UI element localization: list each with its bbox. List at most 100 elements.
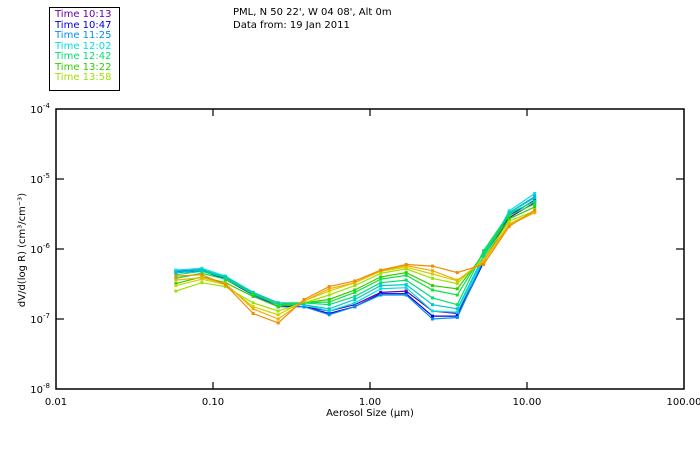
data-point <box>533 196 537 200</box>
data-point <box>251 312 255 315</box>
data-point <box>353 301 357 305</box>
data-point <box>200 266 204 270</box>
y-tick-label: 10-7 <box>30 312 50 326</box>
data-point <box>174 271 178 275</box>
data-point <box>455 316 459 319</box>
data-point <box>251 292 255 296</box>
data-point <box>482 260 486 264</box>
data-point <box>482 250 486 254</box>
data-point <box>379 287 383 291</box>
data-point <box>533 202 537 206</box>
data-point <box>302 303 306 307</box>
data-point <box>302 305 306 309</box>
data-point <box>174 278 178 282</box>
data-point <box>327 309 331 313</box>
data-point <box>533 211 537 215</box>
data-point <box>276 305 280 309</box>
data-point <box>223 277 227 281</box>
legend-item: Time 13:22 <box>55 61 112 73</box>
data-point <box>507 214 511 218</box>
data-point <box>404 286 408 290</box>
data-point <box>174 274 178 278</box>
data-point <box>174 284 178 288</box>
data-point <box>276 303 280 307</box>
x-tick-label: 0.01 <box>45 397 67 408</box>
x-tick-label: 1.00 <box>359 397 381 408</box>
data-point <box>379 268 383 272</box>
data-point <box>174 289 178 293</box>
data-point <box>455 278 459 282</box>
x-axis: 0.01 0.10 1.00 10.00 100.00 <box>45 109 700 408</box>
data-point <box>276 321 280 325</box>
y-tick-label: 10-8 <box>30 382 50 396</box>
data-point <box>482 256 486 260</box>
legend-item: Time 10:47 <box>55 19 112 31</box>
data-point <box>302 299 306 303</box>
data-point <box>327 313 331 317</box>
legend-item: Time 12:02 <box>55 40 112 52</box>
data-point <box>404 283 408 287</box>
data-point <box>174 268 178 272</box>
data-point <box>482 254 486 258</box>
data-point <box>455 282 459 286</box>
y-tick-label: 10-5 <box>30 172 50 186</box>
data-point <box>379 271 383 275</box>
data-point <box>431 276 434 280</box>
data-point <box>533 208 537 212</box>
data-point <box>455 310 459 314</box>
data-point <box>507 209 511 213</box>
data-point <box>507 219 511 223</box>
data-point <box>353 279 357 283</box>
data-point <box>327 307 331 311</box>
data-point <box>431 314 434 318</box>
data-point <box>251 294 255 298</box>
data-point <box>200 268 204 272</box>
data-point <box>327 289 331 293</box>
series-line <box>174 208 537 325</box>
data-point <box>455 307 459 311</box>
data-point <box>327 287 331 291</box>
data-point <box>251 305 255 309</box>
data-point <box>174 282 178 286</box>
data-point <box>251 307 255 311</box>
data-point <box>327 285 331 289</box>
data-point <box>455 293 459 297</box>
data-point <box>379 275 383 279</box>
data-point <box>353 298 357 301</box>
data-point <box>404 293 408 297</box>
data-point <box>276 313 280 317</box>
data-point <box>404 267 408 271</box>
data-point <box>276 301 280 305</box>
data-point <box>379 284 383 288</box>
data-point <box>482 252 486 256</box>
data-point <box>455 303 459 307</box>
data-point <box>353 303 357 307</box>
data-point <box>302 301 306 305</box>
data-point <box>276 317 280 321</box>
data-point <box>431 269 434 273</box>
data-point <box>431 272 434 276</box>
data-point <box>379 293 383 297</box>
data-point <box>455 287 459 291</box>
x-axis-label: Aerosol Size (µm) <box>326 408 414 419</box>
data-point <box>533 205 537 209</box>
y-tick-label: 10-4 <box>30 102 50 116</box>
data-point <box>431 288 434 292</box>
data-point <box>353 284 357 288</box>
data-point <box>404 289 408 293</box>
data-point <box>200 277 204 281</box>
series-group <box>174 192 537 325</box>
data-point <box>482 249 486 253</box>
series-path <box>175 193 536 313</box>
data-point <box>431 309 434 313</box>
data-point <box>353 288 357 292</box>
data-point <box>482 258 486 262</box>
data-point <box>431 284 434 288</box>
data-point <box>431 317 434 321</box>
data-point <box>455 271 459 275</box>
data-point <box>353 281 357 285</box>
data-point <box>507 224 511 228</box>
data-point <box>174 276 178 280</box>
plot-frame <box>55 108 685 390</box>
